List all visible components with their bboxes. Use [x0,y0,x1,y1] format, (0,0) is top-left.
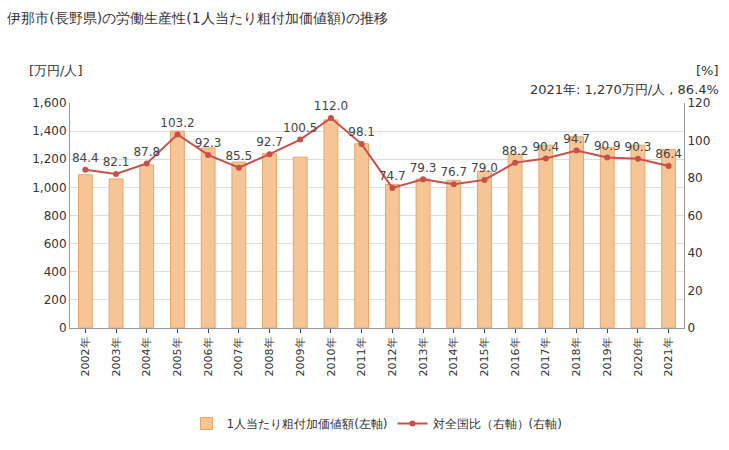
svg-text:112.0: 112.0 [314,99,348,113]
svg-text:200: 200 [44,293,67,307]
svg-text:2011年: 2011年 [355,337,368,376]
svg-text:79.3: 79.3 [410,161,437,175]
svg-text:98.1: 98.1 [348,125,375,139]
svg-text:90.9: 90.9 [594,139,621,153]
svg-text:2016年: 2016年 [509,337,522,376]
svg-text:2015年: 2015年 [478,337,491,376]
svg-text:103.2: 103.2 [160,116,194,130]
svg-text:2021年: 2021年 [662,337,675,376]
svg-text:1,400: 1,400 [32,124,66,138]
svg-text:伊那市(長野県)の労働生産性(1人当たり粗付加価値額)の推移: 伊那市(長野県)の労働生産性(1人当たり粗付加価値額)の推移 [7,10,388,26]
svg-text:[%]: [%] [696,63,719,78]
svg-text:600: 600 [44,237,67,251]
svg-text:92.3: 92.3 [195,136,222,150]
svg-text:79.0: 79.0 [471,161,498,175]
svg-text:2012年: 2012年 [386,337,399,376]
svg-text:0: 0 [59,321,67,335]
svg-text:100: 100 [687,134,710,148]
svg-text:86.4: 86.4 [655,147,682,161]
svg-text:20: 20 [687,284,702,298]
svg-text:82.1: 82.1 [103,155,130,169]
svg-text:92.7: 92.7 [256,135,283,149]
svg-text:[万円/人]: [万円/人] [29,63,83,78]
svg-text:2019年: 2019年 [601,337,614,376]
svg-text:2020年: 2020年 [632,337,645,376]
svg-text:2007年: 2007年 [232,337,245,376]
svg-text:2006年: 2006年 [202,337,215,376]
svg-text:400: 400 [44,265,67,279]
svg-text:1人当たり粗付加価値額(左軸): 1人当たり粗付加価値額(左軸) [227,417,388,431]
svg-text:2004年: 2004年 [140,337,153,376]
svg-text:120: 120 [687,96,710,110]
svg-text:0: 0 [687,321,695,335]
svg-text:2013年: 2013年 [417,337,430,376]
svg-text:2003年: 2003年 [110,337,123,376]
svg-text:2021年: 1,270万円/人 , 86.4%: 2021年: 1,270万円/人 , 86.4% [530,82,719,97]
svg-text:800: 800 [44,209,67,223]
svg-text:87.8: 87.8 [133,145,160,159]
svg-text:対全国比（右軸）(右軸): 対全国比（右軸）(右軸) [433,417,562,431]
svg-text:2014年: 2014年 [447,337,460,376]
svg-text:2018年: 2018年 [570,337,583,376]
svg-text:2009年: 2009年 [294,337,307,376]
svg-text:1,600: 1,600 [32,96,66,110]
svg-text:100.5: 100.5 [283,121,317,135]
svg-text:60: 60 [687,209,702,223]
svg-text:40: 40 [687,246,702,260]
svg-text:94.7: 94.7 [563,132,590,146]
svg-text:2005年: 2005年 [171,337,184,376]
svg-text:2002年: 2002年 [79,337,92,376]
svg-text:84.4: 84.4 [72,151,99,165]
svg-text:80: 80 [687,171,702,185]
svg-text:90.4: 90.4 [532,140,559,154]
svg-text:90.3: 90.3 [625,140,652,154]
svg-text:74.7: 74.7 [379,169,406,183]
svg-text:2008年: 2008年 [263,337,276,376]
svg-text:1,200: 1,200 [32,152,66,166]
svg-text:76.7: 76.7 [440,165,467,179]
svg-text:85.5: 85.5 [225,149,252,163]
svg-text:88.2: 88.2 [502,144,529,158]
svg-text:1,000: 1,000 [32,181,66,195]
svg-text:2010年: 2010年 [325,337,338,376]
svg-text:2017年: 2017年 [539,337,552,376]
